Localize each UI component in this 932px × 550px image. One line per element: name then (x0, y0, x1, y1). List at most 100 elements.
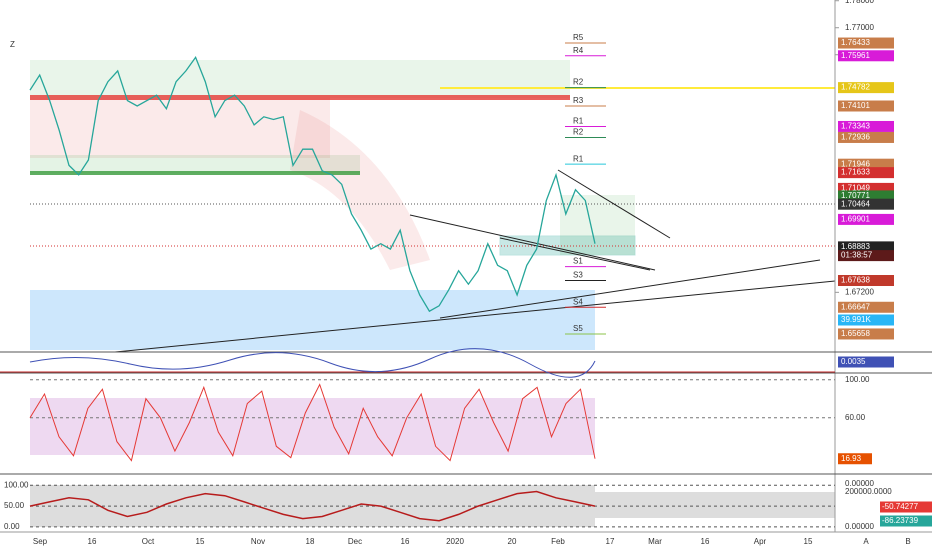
pivot-label: R1 (573, 117, 584, 126)
x-tick-label: Sep (33, 537, 48, 546)
price-tag: 1.74782 (841, 83, 870, 92)
price-tag: 1.67638 (841, 276, 870, 285)
price-tag: 1.65658 (841, 329, 870, 338)
price-tag-bg (838, 213, 894, 225)
volume-tag: 39.991K (841, 315, 871, 324)
osc-tag: 0.0035 (841, 357, 866, 366)
trend-line (557, 169, 671, 239)
y-tick-label: 60.00 (845, 413, 866, 422)
price-tag-bg (838, 167, 894, 179)
volume-tag-bg (838, 314, 894, 326)
support-band (30, 171, 360, 175)
price-tag: 1.71049 (841, 184, 870, 193)
x-tick-label: Oct (142, 537, 155, 546)
axis-button[interactable]: A (863, 537, 869, 546)
osc-band (595, 492, 835, 518)
price-line (29, 56, 596, 313)
osc-tag: -50.74277 (882, 502, 919, 511)
x-tick-label: 16 (88, 537, 97, 546)
price-tag: 1.69901 (841, 215, 870, 224)
pivot-label: R2 (573, 78, 584, 87)
osc-tag-bg (838, 356, 894, 368)
price-tag: 1.66647 (841, 302, 870, 311)
x-tick-label: 16 (701, 537, 710, 546)
x-tick-label: Feb (551, 537, 565, 546)
trend-line (409, 214, 656, 271)
pivot-label: S5 (573, 324, 583, 333)
price-tag-bg (838, 120, 894, 132)
y-tick-label: 1.67200 (845, 287, 874, 296)
y-tick-label: 50.00 (4, 501, 25, 510)
axis-button[interactable]: B (905, 537, 910, 546)
pivot-label: R3 (573, 96, 584, 105)
box (560, 195, 635, 255)
price-tag: 1.71633 (841, 168, 870, 177)
price-tag-bg (838, 275, 894, 287)
price-tag: 1.73343 (841, 122, 870, 131)
pivot-label: S3 (573, 271, 583, 280)
countdown: 01:38:57 (841, 251, 873, 260)
y-tick-label: 100.00 (4, 480, 29, 489)
right-axis-label: 200000.0000 (845, 487, 892, 496)
volume-area (30, 290, 595, 350)
oscillator (29, 348, 596, 378)
osc-tag-bg (880, 515, 932, 527)
price-tag: 1.72936 (841, 133, 870, 142)
y-tick-label: 100.00 (845, 375, 870, 384)
osc-line (29, 490, 596, 522)
price-tag: 1.70771 (841, 191, 870, 200)
x-tick-label: 20 (508, 537, 517, 546)
stoch-band (30, 398, 595, 455)
y-tick-label: 1.78000 (845, 0, 874, 5)
pivot-label: S4 (573, 297, 583, 306)
price-tag-bg (838, 301, 894, 313)
trend-line (499, 237, 651, 271)
price-tag: 1.71946 (841, 159, 870, 168)
x-tick-label: 15 (196, 537, 205, 546)
price-tag: 1.70464 (841, 199, 870, 208)
y-tick-label: 1.77000 (845, 23, 874, 32)
pivot-label: R5 (573, 33, 584, 42)
price-tag-bg (838, 241, 894, 253)
toolbar-label[interactable]: Z (10, 40, 15, 49)
zone (30, 98, 330, 158)
price-tag: 1.68883 (841, 242, 870, 251)
trend-line (439, 259, 821, 319)
price-tag-bg (838, 82, 894, 94)
price-tag: 1.74101 (841, 101, 870, 110)
price-tag-bg (838, 190, 894, 202)
pivot-label: R2 (573, 128, 584, 137)
x-tick-label: Nov (251, 537, 265, 546)
price-tag-bg (838, 182, 894, 194)
price-tag-bg (838, 50, 894, 62)
x-tick-label: Apr (754, 537, 767, 546)
price-tag-bg (838, 158, 894, 170)
y-tick-label: 0.00 (4, 522, 20, 531)
zone (30, 155, 360, 173)
right-axis-label: 0.00000 (845, 522, 874, 531)
price-tag-bg (838, 100, 894, 112)
price-tag-bg (838, 131, 894, 143)
osc-tag: -86.23739 (882, 516, 919, 525)
countdown-bg (838, 250, 894, 262)
stoch-line (29, 383, 596, 462)
x-tick-label: 18 (306, 537, 315, 546)
price-tag: 1.75961 (841, 51, 870, 60)
pivot-label: R1 (573, 154, 584, 163)
stoch-tag: 16.93 (841, 454, 862, 463)
x-tick-label: Dec (348, 537, 362, 546)
stoch-tag-bg (838, 453, 872, 465)
resistance-band (30, 95, 570, 100)
x-tick-label: Mar (648, 537, 662, 546)
pivot-label: R4 (573, 46, 584, 55)
osc-tag-bg (880, 501, 932, 513)
zone (290, 110, 430, 270)
price-tag-bg (838, 37, 894, 49)
x-tick-label: 17 (606, 537, 615, 546)
price-tag: 1.76433 (841, 38, 870, 47)
trend-line (114, 280, 836, 353)
x-tick-label: 16 (401, 537, 410, 546)
right-axis-label: 0.00000 (845, 479, 874, 488)
